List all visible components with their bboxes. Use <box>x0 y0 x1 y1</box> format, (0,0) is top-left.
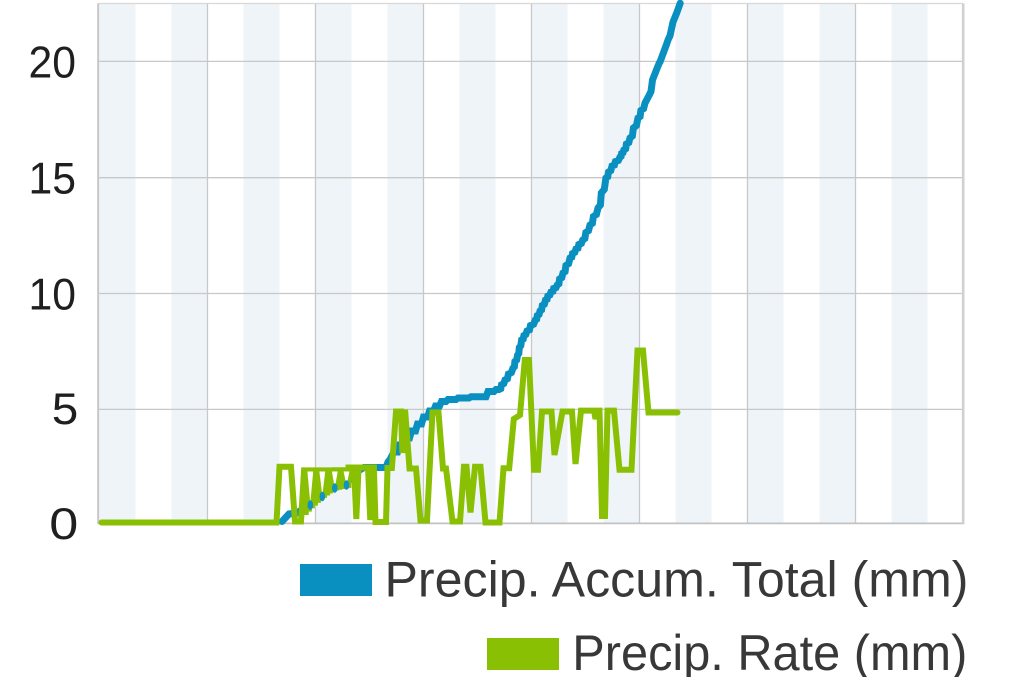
svg-text:15: 15 <box>29 155 77 204</box>
svg-text:Precip. Rate (mm): Precip. Rate (mm) <box>572 625 967 677</box>
svg-text:0: 0 <box>49 500 78 549</box>
svg-text:5: 5 <box>52 385 79 434</box>
svg-text:20: 20 <box>29 38 77 87</box>
svg-text:10: 10 <box>29 270 77 319</box>
svg-text:Precip. Accum. Total (mm): Precip. Accum. Total (mm) <box>385 552 969 608</box>
